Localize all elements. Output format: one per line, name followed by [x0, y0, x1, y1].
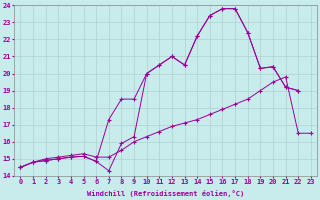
X-axis label: Windchill (Refroidissement éolien,°C): Windchill (Refroidissement éolien,°C) — [87, 190, 244, 197]
